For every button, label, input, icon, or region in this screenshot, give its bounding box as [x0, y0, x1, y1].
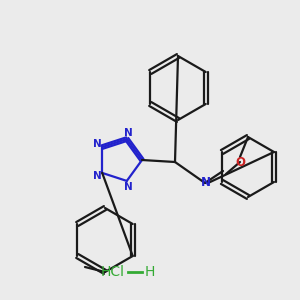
Text: O: O — [235, 155, 245, 169]
Text: H: H — [145, 265, 155, 279]
Text: N: N — [124, 182, 133, 192]
Text: N: N — [93, 172, 102, 182]
Text: N: N — [93, 139, 102, 148]
Text: HCl: HCl — [101, 265, 125, 279]
Text: N: N — [124, 128, 133, 138]
Text: N: N — [201, 176, 211, 188]
